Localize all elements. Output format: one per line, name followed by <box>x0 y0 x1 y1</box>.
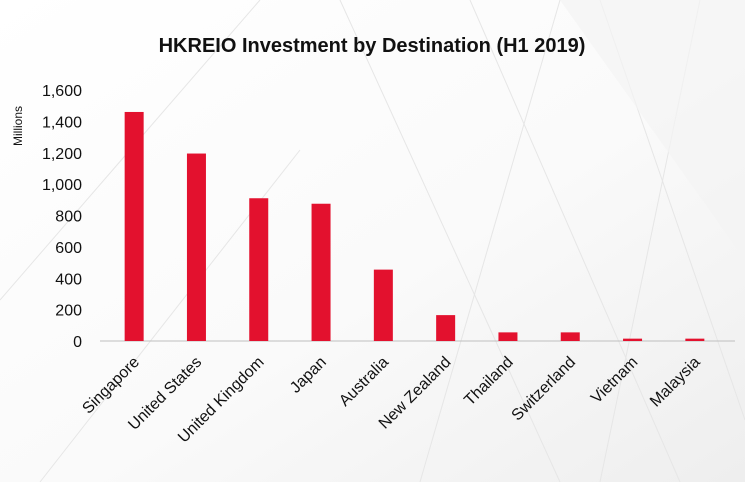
y-tick-label: 1,600 <box>42 83 82 100</box>
chart-title: HKREIO Investment by Destination (H1 201… <box>159 35 586 57</box>
bar-vietnam <box>623 338 643 341</box>
x-category-label: Malaysia <box>647 354 704 411</box>
y-tick-label: 600 <box>55 240 82 257</box>
bar-australia <box>373 269 393 341</box>
bar-singapore <box>124 111 144 342</box>
bar-malaysia <box>685 338 705 341</box>
bar-thailand <box>498 332 518 341</box>
x-category-label: Vietnam <box>588 354 641 407</box>
y-tick-label: 800 <box>55 209 82 226</box>
y-tick-label: 0 <box>73 334 82 351</box>
y-axis-unit-label: Millions <box>11 106 25 146</box>
y-tick-label: 400 <box>55 271 82 288</box>
y-tick-label: 1,200 <box>42 146 82 163</box>
bar-united-states <box>186 153 206 341</box>
x-category-label: Thailand <box>461 354 516 409</box>
bar-japan <box>311 203 331 341</box>
x-category-label: Australia <box>336 354 392 410</box>
y-tick-label: 1,000 <box>42 177 82 194</box>
bar-new-zealand <box>436 315 456 341</box>
bars <box>124 111 705 342</box>
x-category-label: Japan <box>287 354 330 397</box>
bar-united-kingdom <box>249 198 269 341</box>
y-tick-label: 200 <box>55 303 82 320</box>
x-category-label: Singapore <box>79 354 143 418</box>
y-axis-ticks: 0 200 400 600 800 1,000 1,200 1,400 1,600 <box>42 83 82 351</box>
bar-switzerland <box>560 332 580 341</box>
x-category-label: Switzerland <box>509 354 580 425</box>
y-tick-label: 1,400 <box>42 114 82 131</box>
